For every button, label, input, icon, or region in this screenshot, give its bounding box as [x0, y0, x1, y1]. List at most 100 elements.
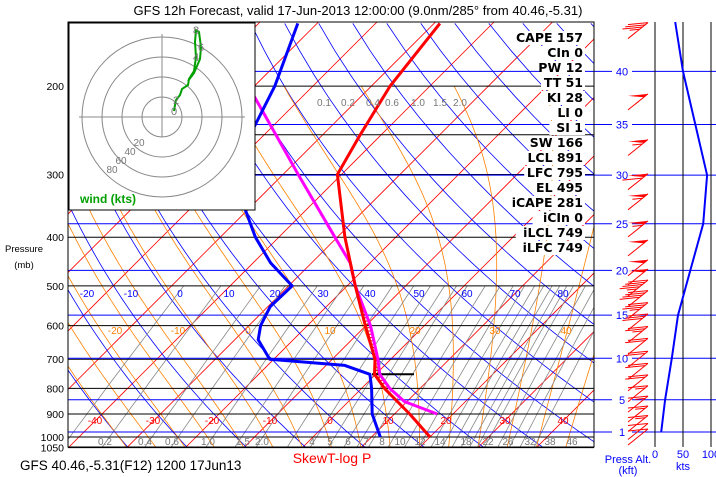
chart-subtitle: GFS 40.46,-5.31(F12) 1200 17Jun13	[20, 458, 241, 473]
wind-barb	[627, 385, 649, 403]
wind-barb-part	[619, 296, 640, 300]
mixing-ratio-line	[469, 285, 561, 447]
wind-barb-part	[627, 374, 649, 378]
wind-barb-part	[627, 422, 649, 426]
wind-barb-part	[628, 259, 648, 264]
moist-adiabat	[536, 224, 594, 447]
mixing-ratio-label: 0.2	[341, 98, 355, 109]
moist-adiabat-label: 30	[489, 326, 501, 337]
mixing-ratio-label: 0.2	[98, 437, 112, 448]
mixing-ratio-line	[68, 285, 185, 441]
moist-adiabat	[453, 85, 498, 447]
dry-adiabat-label: 60	[461, 289, 473, 300]
hodograph-ring-label: 40	[124, 147, 136, 158]
index-bg	[532, 181, 585, 195]
hodograph-height-label: 2	[173, 95, 179, 107]
wind-barb	[627, 220, 649, 238]
wind-barb-part	[635, 417, 646, 420]
mixing-ratio-label: 0.1	[317, 98, 331, 109]
mixing-ratio-line	[451, 285, 545, 447]
wind-barb-part	[629, 28, 640, 31]
isotherm-label: -30	[146, 416, 161, 427]
wind-barb-part	[627, 313, 649, 317]
hodograph-height-label: 0	[171, 106, 177, 118]
diagram-label: SkewT-log P	[293, 450, 372, 466]
wind-barb-part	[635, 407, 646, 410]
wind-barb-part	[627, 139, 649, 156]
isotherm	[126, 22, 554, 447]
mixing-ratio-label: 1.0	[411, 98, 425, 109]
height-tick-label: 10	[616, 353, 628, 365]
dry-adiabat-label: 10	[223, 289, 235, 300]
wind-barb	[627, 193, 649, 211]
moist-adiabat	[565, 352, 594, 447]
dry-adiabat-label: -20	[80, 289, 95, 300]
mixing-ratio-label: 8	[379, 437, 385, 448]
moist-adiabat-label: 0	[245, 326, 251, 337]
wind-barb	[622, 173, 649, 191]
moist-adiabat	[68, 274, 186, 447]
height-tick-label: 15	[616, 310, 628, 322]
wind-barb-part	[622, 26, 643, 30]
moist-adiabat	[68, 322, 157, 447]
mixing-ratio-line	[356, 285, 457, 447]
height-tick-label: 40	[616, 66, 628, 78]
dry-adiabat-label: -10	[124, 289, 139, 300]
index-value: SI 1	[556, 120, 583, 135]
wind-barb-part	[625, 376, 646, 380]
index-bg	[515, 226, 585, 240]
wind-barb-part	[627, 395, 649, 399]
hodograph-height-label: 8	[193, 25, 199, 37]
wind-barb-part	[627, 93, 649, 111]
wind-barb-part	[625, 365, 646, 369]
mixing-ratio-line	[367, 285, 468, 447]
moist-adiabat-label: 20	[409, 326, 421, 337]
wind-barb-part	[627, 415, 649, 419]
wind-barb-part	[625, 304, 646, 308]
hodograph-height-label: 6	[198, 42, 204, 54]
mixing-ratio-line	[144, 285, 261, 447]
wind-barb-part	[625, 281, 646, 285]
wind-barb-part	[629, 308, 640, 311]
index-bg	[541, 76, 585, 90]
mixing-ratio-label: 7	[363, 437, 369, 448]
wind-barb	[622, 22, 649, 39]
wind-barb-part	[632, 197, 643, 200]
mixing-ratio-line	[205, 285, 318, 447]
wind-barb-part	[622, 294, 643, 298]
mixing-ratio-line	[170, 285, 286, 447]
wind-barb-part	[627, 290, 649, 294]
height-label-bg	[612, 264, 632, 277]
wind-barb-part	[627, 259, 649, 277]
wind-barb-part	[625, 352, 646, 356]
hodograph-height-label: 4	[193, 52, 199, 64]
index-value: CAPE 157	[516, 30, 583, 45]
index-value: EL 495	[536, 180, 583, 195]
wind-barb-part	[628, 268, 648, 273]
wind-barb-part	[625, 24, 646, 28]
mixing-ratio-label: 0.6	[385, 98, 399, 109]
mixing-ratio-line	[484, 285, 574, 447]
height-tick-label: 35	[616, 119, 628, 131]
pressure-tick-label: 900	[46, 409, 64, 421]
wind-barb-part	[635, 387, 646, 390]
wind-barb-part	[619, 286, 640, 290]
mixing-ratio-label: 46	[566, 437, 578, 448]
wind-barb	[622, 313, 649, 331]
moist-adiabat-label: -10	[171, 326, 186, 337]
mixing-ratio-label: 26	[502, 437, 514, 448]
pressure-tick-label: 800	[46, 383, 64, 395]
index-bg	[532, 211, 585, 225]
dry-adiabat	[590, 23, 594, 28]
wind-barb-part	[622, 177, 643, 181]
height-label-bg	[612, 169, 632, 182]
wind-barb	[625, 337, 649, 355]
index-bg	[549, 121, 585, 135]
mixing-ratio-label: 32	[524, 437, 536, 448]
height-tick-label: 20	[616, 265, 628, 277]
wind-barb-part	[622, 284, 643, 288]
wind-barb	[627, 405, 649, 423]
dry-adiabat-label: 20	[269, 289, 281, 300]
